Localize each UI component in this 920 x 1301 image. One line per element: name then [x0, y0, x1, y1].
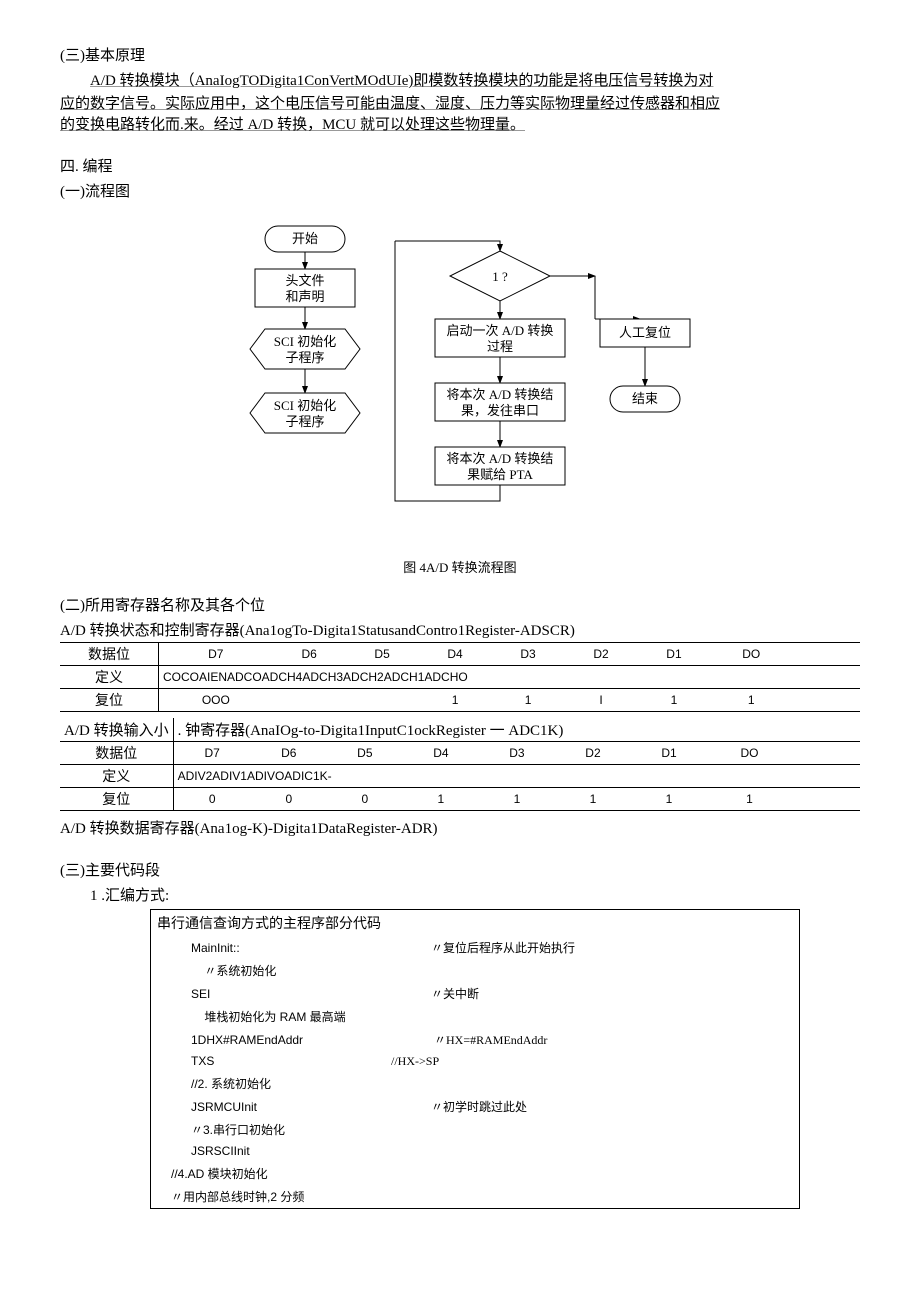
svg-text:将本次 A/D 转换结: 将本次 A/D 转换结 — [447, 451, 554, 466]
svg-text:启动一次 A/D 转换: 启动一次 A/D 转换 — [447, 323, 554, 338]
section4-heading: 四. 编程 — [60, 155, 860, 176]
code-line: 堆栈初始化为 RAM 最高端 — [151, 1005, 799, 1028]
adc1k-def-row: 定义 ADIV2ADIV1ADIVOADIC1K- — [60, 765, 860, 788]
adscr-table: 数据位 D7D6D5D4D3D2D1DO 定义 COCOAIENADCOADCH… — [60, 642, 860, 712]
code-line: 〃用内部总线时钟,2 分频 — [151, 1185, 799, 1208]
code-box-title: 串行通信查询方式的主程序部分代码 — [151, 910, 799, 936]
section3-para2: 应的数字信号。实际应用中，这个电压信号可能由温度、湿度、压力等实际物理量经过传感… — [60, 92, 860, 113]
svg-text:SCI 初始化: SCI 初始化 — [274, 334, 336, 349]
section3-para1: A/D 转换模块（AnaIogTODigita1ConVertMOdUIe)即模… — [60, 69, 860, 90]
code-line: 1DHX#RAMEndAddr 〃HX=#RAMEndAddr — [151, 1028, 799, 1051]
code-line: SEI〃关中断 — [151, 982, 799, 1005]
svg-text:头文件: 头文件 — [285, 273, 324, 288]
svg-text:子程序: 子程序 — [285, 414, 324, 429]
code-line: 〃3.串行口初始化 — [151, 1118, 799, 1141]
code-heading: (三)主要代码段 — [60, 859, 860, 880]
code-line: //4.AD 模块初始化 — [151, 1162, 799, 1185]
flow-decision: 1 ? — [492, 269, 508, 284]
svg-text:过程: 过程 — [487, 339, 513, 354]
adc1k-header-row: 数据位 D7D6D5D4D3D2D1DO — [60, 742, 860, 765]
code-box: 串行通信查询方式的主程序部分代码 MainInit::〃复位后程序从此开始执行 … — [150, 909, 800, 1209]
code-line: 〃系统初始化 — [151, 959, 799, 982]
flow-start: 开始 — [292, 231, 318, 246]
section4-sub1: (一)流程图 — [60, 180, 860, 201]
adscr-reset-row: 复位 OOO11I11 — [60, 689, 860, 712]
svg-text:和声明: 和声明 — [285, 289, 324, 304]
code-line: //2. 系统初始化 — [151, 1072, 799, 1095]
flow-end: 结束 — [632, 391, 658, 406]
adr-title: A/D 转换数据寄存器(Ana1og-K)-Digita1DataRegiste… — [60, 817, 860, 838]
svg-text:果，发往串口: 果，发往串口 — [461, 403, 539, 418]
section3-heading: (三)基本原理 — [60, 44, 860, 65]
svg-text:果赋给 PTA: 果赋给 PTA — [467, 467, 533, 482]
adc1k-reset-row: 复位 00011111 — [60, 788, 860, 811]
code-sub: 1 .汇编方式: — [90, 884, 860, 905]
adscr-header-row: 数据位 D7D6D5D4D3D2D1DO — [60, 643, 860, 666]
code-line: JSRSCIInit — [151, 1141, 799, 1162]
svg-text:子程序: 子程序 — [285, 350, 324, 365]
section3-para3: 的变换电路转化而.来。经过 A/D 转换，MCU 就可以处理这些物理量。 — [60, 113, 860, 134]
adc1k-title-row: A/D 转换输入小 . 钟寄存器(AnaIOg-to-Digita1InputC… — [60, 718, 860, 742]
code-line: MainInit::〃复位后程序从此开始执行 — [151, 936, 799, 959]
svg-text:将本次 A/D 转换结: 将本次 A/D 转换结 — [447, 387, 554, 402]
code-line: TXS//HX->SP — [151, 1051, 799, 1072]
flowchart-svg: 开始 头文件 和声明 SCI 初始化 子程序 SCI 初始化 子程序 1 ? 启… — [200, 221, 720, 551]
flowchart-caption: 图 4A/D 转换流程图 — [60, 557, 860, 576]
adscr-def-row: 定义 COCOAIENADCOADCH4ADCH3ADCH2ADCH1ADCHO — [60, 666, 860, 689]
flow-manual: 人工复位 — [619, 325, 671, 340]
adscr-title: A/D 转换状态和控制寄存器(Ana1ogTo-Digita1Statusand… — [60, 619, 860, 640]
adc1k-table: A/D 转换输入小 . 钟寄存器(AnaIOg-to-Digita1InputC… — [60, 718, 860, 811]
svg-text:SCI 初始化: SCI 初始化 — [274, 398, 336, 413]
code-line: JSRMCUInit〃初学时跳过此处 — [151, 1095, 799, 1118]
regs-heading: (二)所用寄存器名称及其各个位 — [60, 594, 860, 615]
